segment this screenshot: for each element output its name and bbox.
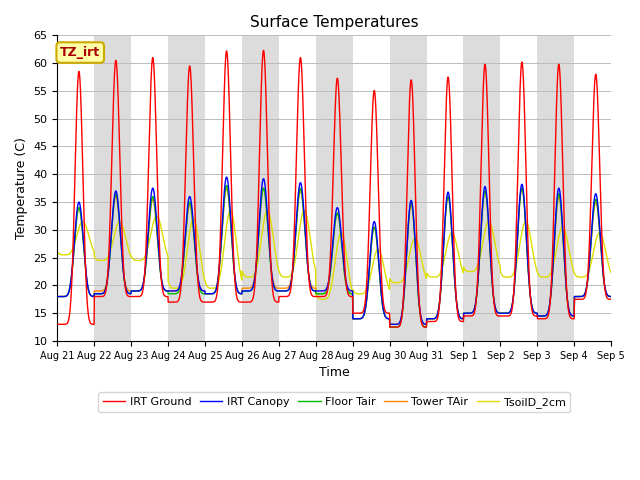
Text: TZ_irt: TZ_irt <box>60 46 100 59</box>
IRT Ground <box>607 297 615 302</box>
Tower TAir <box>518 185 525 191</box>
Floor Tair <box>607 294 615 300</box>
Bar <box>538 36 574 341</box>
IRT Ground <box>54 322 61 327</box>
IRT Canopy <box>363 298 371 303</box>
IRT Ground <box>208 299 216 305</box>
Tower TAir <box>362 300 370 306</box>
IRT Canopy <box>574 294 582 300</box>
Tower TAir <box>54 294 61 300</box>
IRT Canopy <box>388 322 396 327</box>
Line: Floor Tair: Floor Tair <box>58 185 611 327</box>
IRT Ground <box>351 311 358 316</box>
Line: IRT Canopy: IRT Canopy <box>58 177 611 324</box>
TsoilD_2cm <box>607 270 615 276</box>
Floor Tair <box>496 310 504 316</box>
TsoilD_2cm <box>574 274 582 280</box>
TsoilD_2cm <box>496 262 504 267</box>
Bar <box>168 36 205 341</box>
Floor Tair <box>559 229 566 235</box>
IRT Canopy <box>559 226 566 231</box>
Floor Tair <box>54 294 61 300</box>
IRT Ground <box>363 284 371 290</box>
Tower TAir <box>607 294 615 300</box>
X-axis label: Time: Time <box>319 366 349 379</box>
IRT Ground <box>388 324 396 330</box>
Floor Tair <box>208 291 216 297</box>
Bar <box>316 36 353 341</box>
Line: TsoilD_2cm: TsoilD_2cm <box>58 210 611 300</box>
Y-axis label: Temperature (C): Temperature (C) <box>15 137 28 239</box>
Tower TAir <box>495 310 503 316</box>
TsoilD_2cm <box>363 287 371 292</box>
TsoilD_2cm <box>319 297 326 302</box>
Bar <box>94 36 131 341</box>
IRT Canopy <box>223 174 230 180</box>
IRT Canopy <box>607 294 615 300</box>
IRT Ground <box>260 48 268 53</box>
Tower TAir <box>350 316 358 322</box>
Tower TAir <box>559 231 566 237</box>
IRT Canopy <box>54 294 61 300</box>
Bar <box>463 36 500 341</box>
Tower TAir <box>208 291 216 297</box>
TsoilD_2cm <box>351 289 358 295</box>
IRT Canopy <box>351 316 358 322</box>
IRT Ground <box>559 159 566 165</box>
Bar <box>242 36 279 341</box>
Floor Tair <box>363 299 371 304</box>
Floor Tair <box>223 182 230 188</box>
TsoilD_2cm <box>208 285 216 291</box>
Line: IRT Ground: IRT Ground <box>58 50 611 327</box>
TsoilD_2cm <box>227 207 234 213</box>
TsoilD_2cm <box>54 249 61 254</box>
Floor Tair <box>351 316 358 322</box>
IRT Canopy <box>496 310 504 316</box>
Bar <box>390 36 426 341</box>
IRT Canopy <box>208 291 216 297</box>
Title: Surface Temperatures: Surface Temperatures <box>250 15 419 30</box>
Legend: IRT Ground, IRT Canopy, Floor Tair, Tower TAir, TsoilD_2cm: IRT Ground, IRT Canopy, Floor Tair, Towe… <box>99 393 570 412</box>
Tower TAir <box>574 294 582 300</box>
Floor Tair <box>574 294 582 300</box>
IRT Ground <box>496 313 504 319</box>
Floor Tair <box>388 324 396 330</box>
IRT Ground <box>574 297 582 302</box>
TsoilD_2cm <box>559 224 566 230</box>
Tower TAir <box>388 322 396 327</box>
Line: Tower TAir: Tower TAir <box>58 188 611 324</box>
